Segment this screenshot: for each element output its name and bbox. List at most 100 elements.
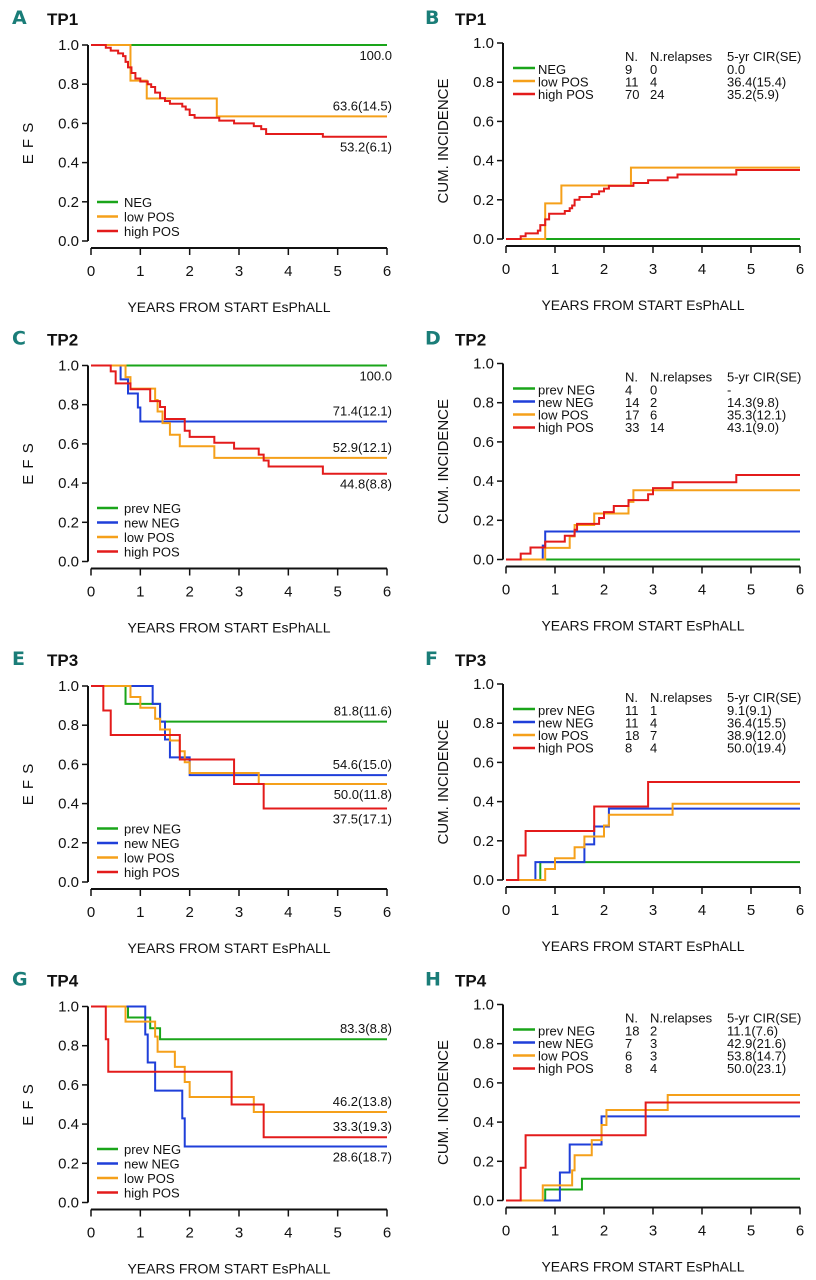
panel-title: TP2 bbox=[455, 331, 486, 350]
series-line-low-pos bbox=[506, 166, 800, 240]
legend-label: new NEG bbox=[538, 395, 594, 410]
series-line-low-pos bbox=[506, 802, 800, 881]
x-tick-label: 1 bbox=[136, 1225, 144, 1242]
table-cell-relapses: 2 bbox=[650, 1024, 657, 1039]
table-cell-cir: 35.3(12.1) bbox=[727, 408, 786, 423]
series-line-new-neg bbox=[91, 364, 387, 423]
legend-label: prev NEG bbox=[124, 822, 181, 837]
table-cell-relapses: 0 bbox=[650, 62, 657, 77]
table-header-relapses: N.relapses bbox=[650, 370, 713, 385]
series-line-high-pos bbox=[506, 474, 800, 561]
x-axis-title: YEARS FROM START EsPhALL bbox=[127, 1261, 330, 1277]
x-tick-label: 2 bbox=[600, 1223, 608, 1240]
y-axis-title: CUM. INCIDENCE bbox=[435, 1040, 452, 1165]
legend-label: prev NEG bbox=[538, 383, 595, 398]
y-tick-label: 0.6 bbox=[58, 756, 79, 773]
y-axis-title: CUM. INCIDENCE bbox=[435, 719, 452, 844]
y-tick-label: 0.2 bbox=[473, 192, 494, 209]
table-cell-cir: 35.2(5.9) bbox=[727, 87, 779, 102]
table-cell-relapses: 4 bbox=[650, 741, 657, 756]
table-cell-relapses: 14 bbox=[650, 420, 664, 435]
table-header-n: N. bbox=[625, 370, 638, 385]
table-cell-cir: 50.0(23.1) bbox=[727, 1061, 786, 1076]
panel-title: TP2 bbox=[47, 331, 78, 350]
x-tick-label: 1 bbox=[136, 263, 144, 280]
y-tick-label: 1.0 bbox=[473, 676, 494, 693]
y-tick-label: 0.8 bbox=[473, 395, 494, 412]
y-tick-label: 0.0 bbox=[58, 233, 79, 250]
legend-label: low POS bbox=[124, 530, 175, 545]
y-tick-label: 0.2 bbox=[58, 1155, 79, 1172]
series-line-high-pos bbox=[91, 685, 387, 810]
y-tick-label: 0.8 bbox=[473, 715, 494, 732]
table-cell-relapses: 6 bbox=[650, 408, 657, 423]
legend-label: low POS bbox=[538, 728, 589, 743]
table-cell-n: 11 bbox=[625, 703, 639, 718]
y-tick-label: 0.2 bbox=[58, 835, 79, 852]
table-cell-n: 18 bbox=[625, 728, 639, 743]
legend-label: prev NEG bbox=[538, 703, 595, 718]
panel-letter: H bbox=[425, 969, 441, 991]
x-tick-label: 6 bbox=[383, 584, 391, 601]
y-tick-label: 1.0 bbox=[58, 999, 79, 1016]
x-tick-label: 5 bbox=[747, 261, 755, 278]
panel-title: TP1 bbox=[455, 10, 486, 29]
table-header-cir: 5-yr CIR(SE) bbox=[727, 1011, 801, 1026]
series-line-prev-neg bbox=[91, 1005, 387, 1041]
panel-letter: B bbox=[425, 7, 439, 29]
x-axis-title: YEARS FROM START EsPhALL bbox=[541, 297, 744, 313]
x-tick-label: 0 bbox=[87, 263, 95, 280]
x-tick-label: 2 bbox=[185, 584, 193, 601]
x-tick-label: 0 bbox=[87, 584, 95, 601]
table-cell-cir: 14.3(9.8) bbox=[727, 395, 779, 410]
y-tick-label: 0.8 bbox=[58, 76, 79, 93]
table-cell-n: 9 bbox=[625, 62, 632, 77]
legend-label: prev NEG bbox=[124, 501, 181, 516]
legend-label: prev NEG bbox=[124, 1142, 181, 1157]
end-value-label: 28.6(18.7) bbox=[333, 1149, 392, 1164]
panel-title: TP3 bbox=[455, 651, 486, 670]
x-tick-label: 1 bbox=[551, 582, 559, 599]
y-tick-label: 0.4 bbox=[473, 473, 494, 490]
legend-label: low POS bbox=[538, 408, 589, 423]
table-cell-relapses: 7 bbox=[650, 728, 657, 743]
y-axis-title: CUM. INCIDENCE bbox=[435, 78, 452, 203]
y-tick-label: 0.4 bbox=[58, 1116, 79, 1133]
x-tick-label: 1 bbox=[551, 1223, 559, 1240]
y-tick-label: 1.0 bbox=[473, 356, 494, 373]
table-cell-cir: 38.9(12.0) bbox=[727, 728, 786, 743]
legend-label: high POS bbox=[538, 1061, 594, 1076]
end-value-label: 71.4(12.1) bbox=[333, 404, 392, 419]
series-line-low-pos bbox=[91, 44, 387, 118]
table-cell-n: 8 bbox=[625, 1061, 632, 1076]
x-tick-label: 6 bbox=[383, 904, 391, 921]
legend-label: NEG bbox=[124, 195, 152, 210]
x-axis-title: YEARS FROM START EsPhALL bbox=[541, 618, 744, 634]
series-line-low-pos bbox=[506, 1094, 800, 1202]
x-tick-label: 2 bbox=[185, 1225, 193, 1242]
table-cell-cir: 0.0 bbox=[727, 62, 745, 77]
table-header-cir: 5-yr CIR(SE) bbox=[727, 370, 801, 385]
legend-label: low POS bbox=[538, 75, 589, 90]
table-cell-cir: - bbox=[727, 383, 731, 398]
series-line-low-pos bbox=[91, 1005, 387, 1113]
legend-label: low POS bbox=[124, 1171, 175, 1186]
y-tick-label: 0.8 bbox=[58, 397, 79, 414]
end-value-label: 83.3(8.8) bbox=[340, 1021, 392, 1036]
x-tick-label: 5 bbox=[747, 1223, 755, 1240]
y-tick-label: 0.0 bbox=[473, 872, 494, 889]
x-tick-label: 3 bbox=[235, 1225, 243, 1242]
x-tick-label: 4 bbox=[698, 582, 706, 599]
y-tick-label: 0.4 bbox=[473, 153, 494, 170]
series-line-high-pos bbox=[506, 781, 800, 881]
table-cell-relapses: 3 bbox=[650, 1036, 657, 1051]
x-tick-label: 1 bbox=[136, 584, 144, 601]
table-cell-cir: 42.9(21.6) bbox=[727, 1036, 786, 1051]
table-cell-cir: 53.8(14.7) bbox=[727, 1049, 786, 1064]
y-tick-label: 0.8 bbox=[473, 1036, 494, 1053]
end-value-label: 53.2(6.1) bbox=[340, 140, 392, 155]
table-header-relapses: N.relapses bbox=[650, 49, 713, 64]
y-tick-label: 0.4 bbox=[58, 796, 79, 813]
x-tick-label: 5 bbox=[747, 902, 755, 919]
